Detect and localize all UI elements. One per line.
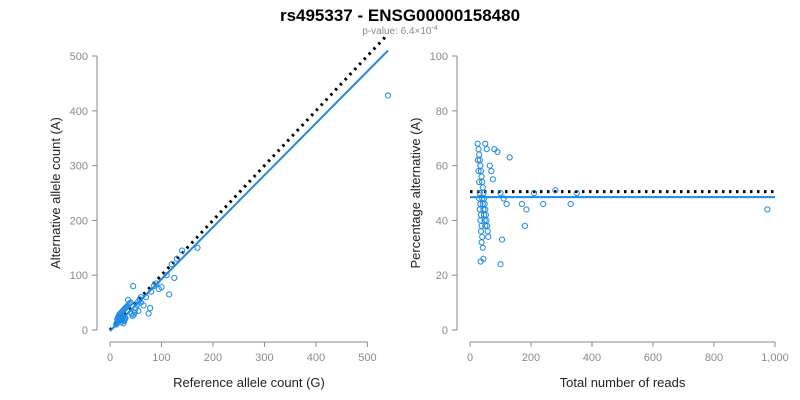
data-point <box>171 274 178 282</box>
chart-title: rs495337 - ENSG00000158480 <box>280 6 520 25</box>
data-point <box>173 255 181 262</box>
data-point <box>479 244 486 251</box>
x-tick-label: 0 <box>107 352 113 364</box>
data-point <box>477 162 484 169</box>
y-axis-label: Alternative allele count (A) <box>48 117 63 269</box>
data-point <box>500 195 507 202</box>
data-point <box>135 307 142 314</box>
data-point <box>140 302 147 309</box>
x-tick-label: 200 <box>204 352 222 364</box>
data-point <box>494 148 501 155</box>
data-point <box>503 200 510 208</box>
data-point <box>486 162 493 169</box>
y-tick-label: 20 <box>436 270 448 282</box>
y-tick-label: 60 <box>436 161 448 173</box>
data-point <box>477 258 484 265</box>
data-point <box>178 247 186 254</box>
data-point <box>477 217 484 224</box>
data-point <box>523 206 530 213</box>
data-point <box>122 314 129 322</box>
data-point <box>483 146 490 153</box>
data-point <box>158 284 165 291</box>
data-point <box>518 200 525 208</box>
x-tick-label: 200 <box>522 352 540 364</box>
scatter-panel-allele-counts: 0 100 200 300 400 500 0 100 200 300 400 500 Referenc… <box>48 33 392 390</box>
y-tick-label: 0 <box>82 325 88 337</box>
y-tick-label: 300 <box>70 161 88 173</box>
data-point <box>573 189 580 197</box>
y-tick-label: 80 <box>436 106 448 118</box>
data-point <box>497 189 504 197</box>
y-axis-label: Percentage alternative (A) <box>408 117 423 268</box>
y-tick-label: 500 <box>70 51 88 63</box>
data-point <box>478 173 485 180</box>
data-point <box>521 222 529 229</box>
y-tick-label: 400 <box>70 106 88 118</box>
data-point <box>477 228 485 235</box>
data-point <box>484 228 491 235</box>
data-point <box>764 206 771 213</box>
data-point <box>485 233 492 240</box>
x-tick-label: 400 <box>307 352 325 364</box>
data-point <box>124 296 132 303</box>
data-point <box>482 222 489 229</box>
data-point <box>194 244 201 251</box>
fit-line <box>109 49 389 332</box>
data-point <box>530 189 538 197</box>
x-tick-label: 800 <box>705 352 723 364</box>
x-tick-label: 500 <box>358 352 376 364</box>
data-point <box>476 195 483 202</box>
x-axis-label: Reference allele count (G) <box>173 375 325 390</box>
p-value-subtitle: p-value: 6.4×10-4 <box>362 25 438 37</box>
data-point <box>476 151 483 158</box>
y-tick-label: 100 <box>430 51 448 63</box>
data-point <box>130 283 137 290</box>
y-tick-label: 40 <box>436 215 448 227</box>
x-tick-label: 100 <box>152 352 170 364</box>
y-tick-label: 0 <box>442 325 448 337</box>
data-point <box>475 167 482 175</box>
data-point <box>148 288 155 295</box>
data-point <box>479 184 486 191</box>
data-point <box>145 310 152 317</box>
data-point <box>497 261 504 268</box>
x-tick-label: 300 <box>255 352 273 364</box>
p-value-text: p-value: 6.4×10 <box>362 26 432 37</box>
data-point <box>142 294 150 301</box>
data-point <box>552 187 559 194</box>
data-point <box>166 291 173 298</box>
data-point <box>488 167 495 175</box>
data-point <box>540 200 547 208</box>
data-point <box>478 239 485 246</box>
data-point <box>168 261 175 268</box>
data-point <box>474 157 482 164</box>
data-point <box>482 140 489 147</box>
x-tick-label: 400 <box>583 352 601 364</box>
data-point <box>147 304 154 312</box>
data-point <box>489 176 496 183</box>
y-tick-label: 200 <box>70 215 88 227</box>
data-point <box>163 272 170 279</box>
reference-line <box>108 33 390 332</box>
x-tick-label: 0 <box>467 352 473 364</box>
x-tick-label: 600 <box>644 352 662 364</box>
p-value-exponent: -4 <box>431 25 437 32</box>
data-point <box>131 309 138 316</box>
scatter-panel-percentage-alternative: 0 200 400 600 800 1,000 0 20 40 60 80 100 Total numb… <box>408 51 789 390</box>
data-point <box>476 178 483 186</box>
data-point <box>384 92 392 99</box>
x-axis-label: Total number of reads <box>560 375 686 390</box>
x-tick-label: 1,000 <box>761 352 789 364</box>
data-point <box>476 206 483 213</box>
data-point <box>567 200 574 208</box>
data-point <box>126 300 133 307</box>
data-point <box>153 280 160 287</box>
data-point <box>474 140 481 147</box>
y-tick-label: 100 <box>70 270 88 282</box>
data-point <box>506 154 513 161</box>
data-point <box>475 146 482 153</box>
data-point <box>479 233 486 240</box>
data-point <box>498 236 506 243</box>
